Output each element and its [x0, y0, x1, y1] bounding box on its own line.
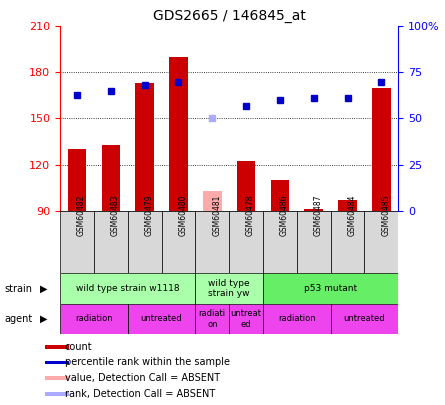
Bar — [60, 273, 195, 304]
Text: GSM60480: GSM60480 — [178, 195, 187, 237]
Bar — [331, 211, 364, 273]
Bar — [297, 211, 331, 273]
Bar — [263, 273, 398, 304]
Text: GSM60479: GSM60479 — [145, 195, 154, 237]
Bar — [263, 211, 297, 273]
Bar — [94, 211, 128, 273]
Bar — [44, 376, 69, 380]
Bar — [237, 162, 255, 211]
Text: radiati
on: radiati on — [199, 309, 226, 328]
Text: GSM60484: GSM60484 — [348, 195, 356, 237]
Bar — [338, 200, 357, 211]
Bar — [162, 211, 195, 273]
Text: GSM60487: GSM60487 — [314, 195, 323, 237]
Bar — [101, 145, 120, 211]
Bar — [195, 304, 229, 334]
Bar — [44, 345, 69, 349]
Bar — [195, 273, 263, 304]
Text: wild type strain w1118: wild type strain w1118 — [76, 284, 179, 293]
Bar — [271, 180, 289, 211]
Text: radiation: radiation — [75, 314, 113, 324]
Text: GSM60485: GSM60485 — [381, 195, 390, 237]
Text: ▶: ▶ — [40, 314, 48, 324]
Text: count: count — [65, 342, 92, 352]
Bar — [229, 304, 263, 334]
Bar — [60, 304, 128, 334]
Bar — [135, 83, 154, 211]
Bar — [229, 211, 263, 273]
Bar — [331, 304, 398, 334]
Text: value, Detection Call = ABSENT: value, Detection Call = ABSENT — [65, 373, 220, 383]
Text: radiation: radiation — [278, 314, 316, 324]
Text: wild type
strain yw: wild type strain yw — [208, 279, 250, 298]
Bar — [364, 211, 398, 273]
Bar — [44, 392, 69, 396]
Text: p53 mutant: p53 mutant — [304, 284, 357, 293]
Text: untreated: untreated — [141, 314, 182, 324]
Bar — [263, 304, 331, 334]
Bar — [60, 211, 94, 273]
Bar — [169, 57, 188, 211]
Bar — [128, 304, 195, 334]
Text: percentile rank within the sample: percentile rank within the sample — [65, 358, 230, 367]
Bar — [128, 211, 162, 273]
Text: untreat
ed: untreat ed — [231, 309, 262, 328]
Text: agent: agent — [4, 314, 32, 324]
Bar — [304, 209, 323, 211]
Bar — [195, 211, 229, 273]
Text: ▶: ▶ — [40, 284, 48, 294]
Text: untreated: untreated — [344, 314, 385, 324]
Bar — [68, 149, 86, 211]
Text: strain: strain — [4, 284, 32, 294]
Text: GSM60478: GSM60478 — [246, 195, 255, 237]
Text: rank, Detection Call = ABSENT: rank, Detection Call = ABSENT — [65, 389, 215, 399]
Text: GSM60481: GSM60481 — [212, 195, 221, 236]
Text: GSM60482: GSM60482 — [77, 195, 86, 236]
Bar — [372, 88, 391, 211]
Text: GSM60483: GSM60483 — [111, 195, 120, 237]
Text: GSM60486: GSM60486 — [280, 195, 289, 237]
Title: GDS2665 / 146845_at: GDS2665 / 146845_at — [153, 9, 306, 23]
Bar — [203, 191, 222, 211]
Bar — [44, 360, 69, 364]
